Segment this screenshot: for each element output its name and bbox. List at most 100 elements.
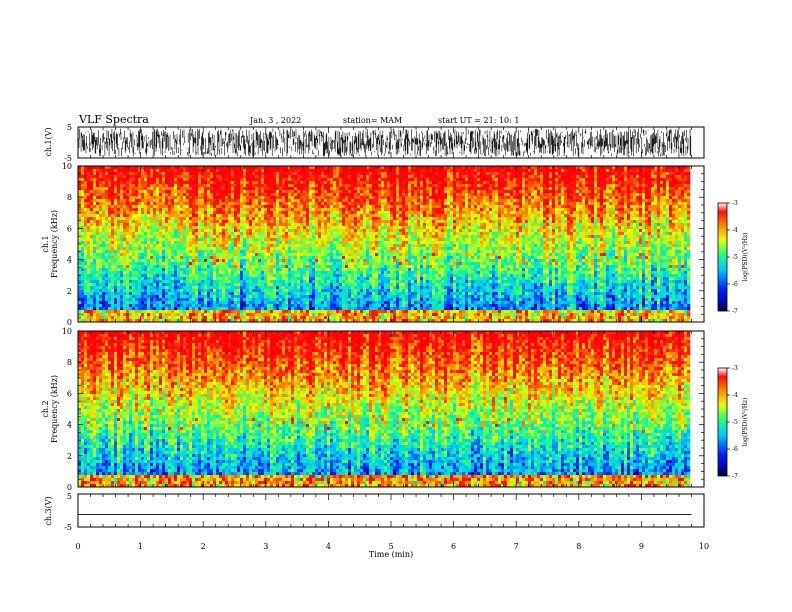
spectrogram-cell — [129, 253, 133, 257]
spectrogram-cell — [258, 283, 262, 287]
spectrogram-cell — [324, 238, 328, 242]
spectrogram-cell — [120, 178, 124, 182]
spectrogram-cell — [165, 319, 169, 323]
spectrogram-cell — [333, 316, 337, 320]
spectrogram-cell — [324, 316, 328, 320]
spectrogram-cell — [99, 202, 103, 206]
spectrogram-cell — [336, 211, 340, 215]
spectrogram-cell — [249, 298, 253, 302]
spectrogram-cell — [216, 166, 220, 170]
spectrogram-cell — [123, 262, 127, 266]
spectrogram-cell — [159, 223, 163, 227]
spectrogram-cell — [99, 223, 103, 227]
spectrogram-cell — [111, 250, 115, 254]
spectrogram-cell — [150, 265, 154, 269]
spectrogram-cell — [354, 253, 358, 257]
spectrogram-cell — [315, 265, 319, 269]
spectrogram-cell — [153, 214, 157, 218]
spectrogram-cell — [336, 247, 340, 251]
spectrogram-cell — [171, 295, 175, 299]
spectrogram-cell — [312, 190, 316, 194]
spectrogram-cell — [102, 172, 106, 176]
spectrogram-cell — [270, 196, 274, 200]
spectrogram-cell — [312, 181, 316, 185]
spectrogram-cell — [240, 196, 244, 200]
spectrogram-cell — [342, 310, 346, 314]
spectrogram-cell — [129, 244, 133, 248]
spectrogram-cell — [267, 208, 271, 212]
spectrogram-cell — [117, 181, 121, 185]
spectrogram-cell — [174, 208, 178, 212]
spectrogram-cell — [78, 283, 82, 287]
spectrogram-cell — [291, 202, 295, 206]
spectrogram-cell — [249, 241, 253, 245]
spectrogram-cell — [309, 187, 313, 191]
spectrogram-cell — [231, 208, 235, 212]
spectrogram-cell — [351, 313, 355, 317]
spectrogram-cell — [96, 268, 100, 272]
spectrogram-cell — [102, 202, 106, 206]
spectrogram-cell — [237, 199, 241, 203]
spectrogram-cell — [222, 319, 226, 323]
spectrogram-cell — [150, 277, 154, 281]
spectrogram-cell — [111, 271, 115, 275]
spectrogram-cell — [267, 172, 271, 176]
spectrogram-cell — [240, 190, 244, 194]
spectrogram-cell — [147, 178, 151, 182]
spectrogram-cell — [171, 247, 175, 251]
spectrogram-cell — [318, 319, 322, 323]
spectrogram-cell — [258, 211, 262, 215]
spectrogram-cell — [123, 319, 127, 323]
spectrogram-cell — [159, 178, 163, 182]
spectrogram-cell — [111, 199, 115, 203]
spectrogram-cell — [261, 265, 265, 269]
spectrogram-cell — [246, 298, 250, 302]
spectrogram-cell — [273, 223, 277, 227]
spectrogram-cell — [174, 286, 178, 290]
spectrogram-cell — [324, 265, 328, 269]
spectrogram-cell — [291, 274, 295, 278]
spectrogram-cell — [141, 175, 145, 179]
spectrogram-cell — [153, 310, 157, 314]
spectrogram-cell — [78, 205, 82, 209]
spectrogram-cell — [183, 286, 187, 290]
spectrogram-cell — [96, 253, 100, 257]
spectrogram-cell — [324, 295, 328, 299]
spectrogram-cell — [147, 169, 151, 173]
spectrogram-cell — [165, 313, 169, 317]
spectrogram-cell — [180, 241, 184, 245]
spectrogram-cell — [219, 178, 223, 182]
spectrogram-cell — [339, 241, 343, 245]
spectrogram-cell — [123, 193, 127, 197]
spectrogram-cell — [246, 247, 250, 251]
spectrogram-cell — [108, 259, 112, 263]
spectrogram-cell — [216, 193, 220, 197]
spectrogram-cell — [186, 181, 190, 185]
spectrogram-cell — [321, 316, 325, 320]
spectrogram-cell — [117, 208, 121, 212]
spectrogram-cell — [249, 166, 253, 170]
spectrogram-cell — [228, 277, 232, 281]
spectrogram-cell — [354, 274, 358, 278]
spectrogram-cell — [207, 166, 211, 170]
spectrogram-cell — [318, 280, 322, 284]
spectrogram-cell — [99, 316, 103, 320]
spectrogram-cell — [141, 301, 145, 305]
spectrogram-cell — [210, 280, 214, 284]
spectrogram-cell — [285, 316, 289, 320]
spectrogram-cell — [276, 274, 280, 278]
spectrogram-cell — [228, 181, 232, 185]
spectrogram-cell — [183, 310, 187, 314]
spectrogram-cell — [135, 208, 139, 212]
spectrogram-cell — [336, 202, 340, 206]
spectrogram-cell — [87, 286, 91, 290]
spectrogram-cell — [258, 289, 262, 293]
spectrogram-cell — [93, 292, 97, 296]
spectrogram-cell — [84, 301, 88, 305]
spectrogram-cell — [312, 292, 316, 296]
spectrogram-cell — [345, 250, 349, 254]
spectrogram-cell — [177, 202, 181, 206]
spectrogram-cell — [168, 235, 172, 239]
spectrogram-cell — [213, 271, 217, 275]
spectrogram-cell — [288, 295, 292, 299]
